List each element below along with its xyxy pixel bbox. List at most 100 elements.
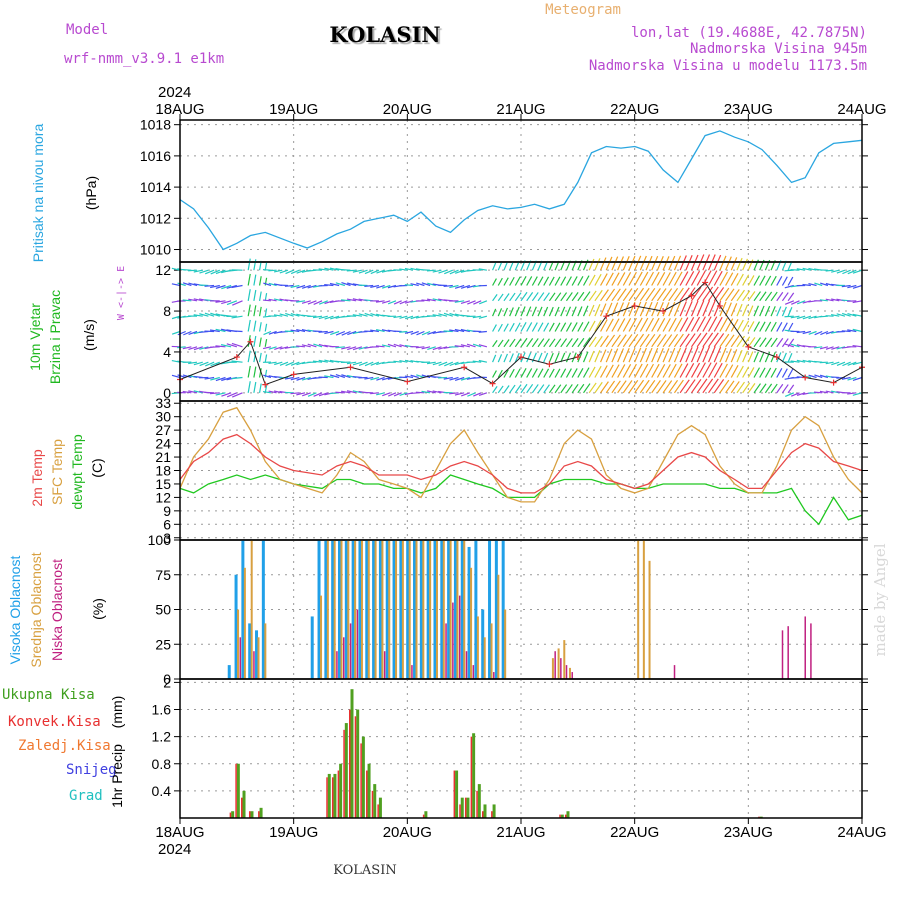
- wind-barb: [171, 267, 181, 271]
- wind-barb: [404, 315, 414, 320]
- wind-barb: [492, 262, 497, 271]
- wind-barb: [415, 391, 425, 394]
- wind-barb: [554, 368, 561, 378]
- wind-barb: [560, 368, 567, 378]
- temp-ytick-label: 3: [163, 530, 171, 546]
- wind-barb: [639, 301, 647, 317]
- wind-barb: [662, 256, 670, 271]
- wind-barb: [381, 344, 391, 348]
- wind-barb: [543, 352, 549, 363]
- cloud-bar-mid: [557, 648, 560, 679]
- wind-barb: [432, 346, 442, 351]
- pressure-ytick-label: 1018: [140, 117, 171, 133]
- wind-barb: [605, 302, 613, 317]
- wind-barb: [707, 346, 716, 363]
- cloud-bar-high: [413, 540, 417, 679]
- wind-barb: [571, 338, 579, 348]
- wind-barb: [662, 334, 673, 348]
- wind-barb: [814, 346, 823, 349]
- wind-barb: [736, 273, 744, 286]
- wind-barb: [449, 361, 459, 367]
- precip-unit: (mm): [109, 696, 125, 729]
- wind-barb: [554, 306, 560, 317]
- pressure-ytick-label: 1016: [140, 148, 171, 164]
- wind-barb: [199, 269, 209, 274]
- wind-barb: [247, 350, 251, 363]
- wind-barb: [571, 322, 578, 332]
- wind-barb: [673, 347, 682, 363]
- wind-barb: [193, 269, 203, 273]
- wind-barb: [210, 376, 220, 381]
- wind-barb: [656, 348, 664, 363]
- wind-barb: [565, 276, 572, 286]
- cloud-bar-low: [383, 651, 386, 679]
- wind-barb: [784, 300, 795, 305]
- cloud-bar-mid: [637, 540, 640, 679]
- wind-barb: [831, 298, 840, 302]
- wind-barb: [628, 255, 636, 271]
- wind-barb: [679, 333, 690, 348]
- wind-barb: [600, 319, 608, 332]
- wind-speed-marker: [702, 279, 709, 286]
- cloud-bar-mid: [381, 540, 384, 679]
- wind-barb: [421, 374, 431, 379]
- wind-barb: [847, 376, 857, 381]
- wind-barb: [346, 298, 357, 302]
- cloud-bar-mid: [449, 540, 452, 679]
- cloud-bar-mid: [333, 540, 336, 679]
- wind-barb: [537, 292, 545, 302]
- cloud-bar-mid: [435, 540, 438, 679]
- wind-barb: [736, 381, 745, 394]
- wind-barb: [725, 288, 735, 302]
- wind-barb: [600, 349, 607, 363]
- wind-barb: [210, 361, 221, 367]
- wind-barb: [370, 329, 380, 333]
- cloud-bar-high: [460, 540, 464, 679]
- wind-barb: [324, 284, 334, 287]
- wind-barb: [548, 276, 555, 286]
- wind-barb: [836, 313, 846, 317]
- wind-barb: [438, 361, 448, 367]
- wind-barb: [725, 348, 732, 363]
- cloud-bar-low: [445, 623, 447, 679]
- wind-barb: [193, 390, 203, 394]
- cloud-bar-low: [411, 665, 413, 679]
- wind-barb: [736, 289, 745, 302]
- wind-barb: [651, 363, 660, 378]
- wind-barb: [199, 346, 209, 350]
- cloud-bar-high: [337, 540, 341, 679]
- wind-barb: [548, 338, 556, 348]
- wind-panel: 0 4 8 12: [155, 254, 868, 402]
- wind-barb: [577, 383, 585, 394]
- wind-barb: [594, 319, 602, 332]
- wind-barb: [376, 329, 385, 333]
- wind-barb: [776, 291, 784, 302]
- wind-ytick-label: 12: [155, 262, 171, 278]
- precip-bar-conv: [235, 763, 237, 818]
- wind-barb: [611, 272, 620, 286]
- wind-barb: [645, 363, 654, 378]
- precip-bar-total: [492, 804, 496, 818]
- wind-barb: [188, 298, 198, 302]
- wind-barb: [825, 298, 834, 302]
- wind-barb: [268, 361, 277, 365]
- wind-barb: [296, 392, 306, 396]
- wind-speed-marker: [404, 378, 411, 385]
- temp-ytick-label: 15: [155, 476, 171, 492]
- wind-barb: [770, 321, 777, 332]
- wind-barb: [543, 384, 550, 394]
- wind-barb: [814, 282, 823, 287]
- wind-barb: [702, 332, 714, 348]
- wind-barb: [301, 300, 311, 304]
- wind-barb: [449, 376, 459, 381]
- wind-barb: [594, 304, 601, 317]
- cloud-bar-mid: [347, 540, 350, 679]
- wind-barb: [279, 361, 289, 366]
- wind-barb: [802, 359, 811, 363]
- wind-barb: [262, 390, 272, 394]
- wind-barb: [852, 392, 863, 396]
- wind-barb: [622, 380, 633, 394]
- wind-barb: [444, 361, 454, 367]
- wind-barb: [736, 349, 743, 363]
